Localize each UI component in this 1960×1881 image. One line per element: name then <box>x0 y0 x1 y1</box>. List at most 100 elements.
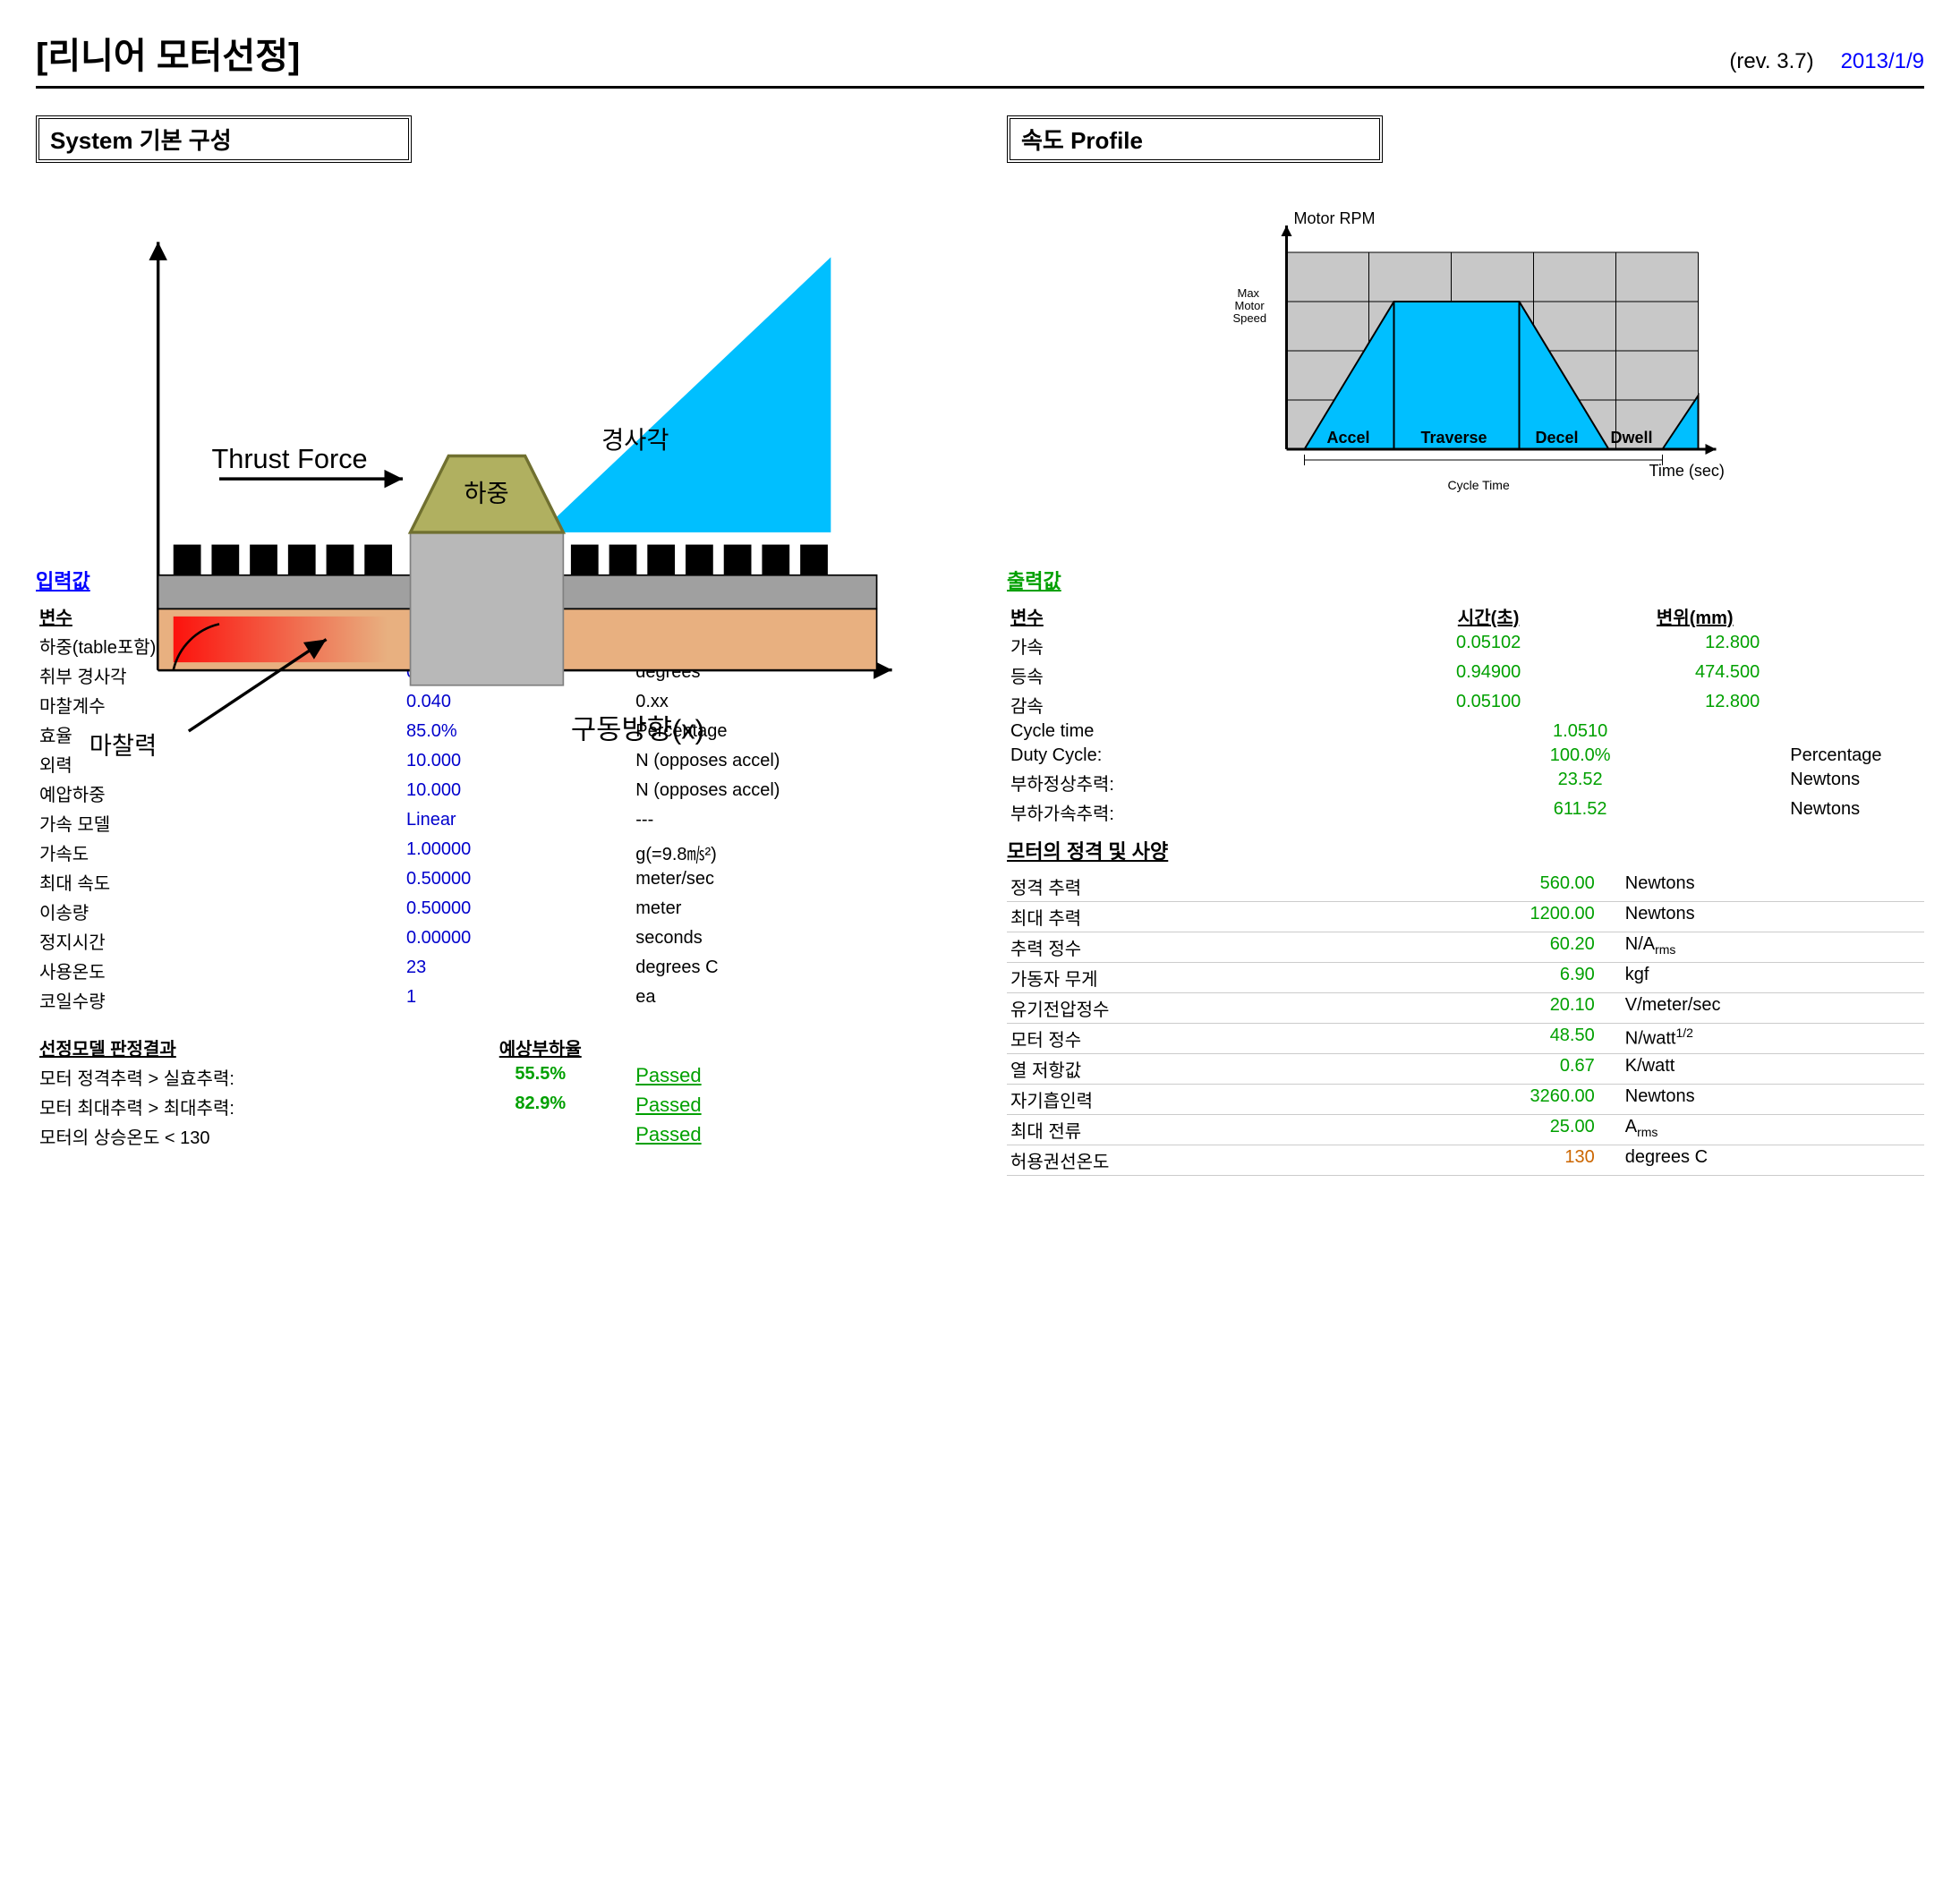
input-row: 최대 속도 0.50000 meter/sec <box>36 867 953 897</box>
judge-label: 모터의 상승온도 < 130 <box>36 1121 448 1151</box>
traverse-label: Traverse <box>1421 429 1487 447</box>
output-extra-row: 부하가속추력: 611.52 Newtons <box>1007 797 1924 827</box>
input-unit: meter <box>632 897 953 926</box>
spec-var: 모터 정수 <box>1007 1024 1393 1054</box>
output-disp: 474.500 <box>1603 660 1786 690</box>
spec-val: 0.67 <box>1393 1054 1622 1085</box>
output-disp: 12.800 <box>1603 631 1786 660</box>
judge-pct: 55.5% <box>448 1062 632 1092</box>
profile-section-title: 속도 Profile <box>1007 115 1383 163</box>
spec-var: 최대 추력 <box>1007 902 1393 932</box>
input-unit: --- <box>632 808 953 838</box>
output-var: 가속 <box>1007 631 1374 660</box>
spec-val: 60.20 <box>1393 932 1622 963</box>
judge-load-heading: 예상부하율 <box>448 1033 632 1062</box>
output-var: 감속 <box>1007 690 1374 719</box>
dwell-label: Dwell <box>1611 429 1653 447</box>
thrust-force-label: Thrust Force <box>211 443 367 474</box>
spec-var: 가동자 무게 <box>1007 963 1393 993</box>
spec-unit: kgf <box>1622 963 1924 993</box>
input-var: 가속도 <box>36 838 403 867</box>
revision-label: (rev. 3.7) <box>1729 49 1813 74</box>
spec-var: 정격 추력 <box>1007 872 1393 902</box>
output-extra-val: 611.52 <box>1374 797 1786 827</box>
header-meta: (rev. 3.7) 2013/1/9 <box>1729 49 1924 74</box>
spec-row: 최대 전류 25.00 Arms <box>1007 1115 1924 1145</box>
output-row: 감속 0.05100 12.800 <box>1007 690 1924 719</box>
spec-unit: Newtons <box>1622 872 1924 902</box>
judge-row: 모터의 상승온도 < 130 Passed <box>36 1121 953 1151</box>
output-extra-unit: Percentage <box>1786 744 1924 768</box>
output-heading: 출력값 <box>1007 566 1924 594</box>
output-time: 0.05102 <box>1374 631 1603 660</box>
rpm-label: Motor RPM <box>1294 209 1376 227</box>
input-unit: ea <box>632 985 953 1015</box>
input-var: 사용온도 <box>36 956 403 985</box>
input-row: 코일수량 1 ea <box>36 985 953 1015</box>
judge-row: 모터 최대추력 > 최대추력: 82.9% Passed <box>36 1092 953 1121</box>
time-axis-label: Time (sec) <box>1649 462 1725 480</box>
judge-result: Passed <box>632 1062 953 1092</box>
input-row: 정지시간 0.00000 seconds <box>36 926 953 956</box>
judge-result: Passed <box>632 1121 953 1151</box>
judge-result: Passed <box>632 1092 953 1121</box>
output-extra-var: 부하정상추력: <box>1007 768 1374 797</box>
decel-label: Decel <box>1536 429 1579 447</box>
spec-row: 정격 추력 560.00 Newtons <box>1007 872 1924 902</box>
spec-val: 1200.00 <box>1393 902 1622 932</box>
spec-unit: Newtons <box>1622 902 1924 932</box>
angle-label-svg: 경사각 <box>601 426 669 454</box>
system-section-title: System 기본 구성 <box>36 115 412 163</box>
spec-row: 자기흡인력 3260.00 Newtons <box>1007 1085 1924 1115</box>
output-disp: 12.800 <box>1603 690 1786 719</box>
output-extra-val: 1.0510 <box>1374 719 1786 744</box>
speed-profile-diagram: Motor RPM Max Motor Speed Accel Traverse… <box>1007 181 1924 539</box>
judge-pct <box>448 1121 632 1151</box>
spec-val: 48.50 <box>1393 1024 1622 1054</box>
right-column: 속도 Profile <box>1007 115 1924 1176</box>
output-extra-val: 23.52 <box>1374 768 1786 797</box>
input-row: 이송량 0.50000 meter <box>36 897 953 926</box>
output-col-time: 시간(초) <box>1374 601 1603 631</box>
spec-var: 추력 정수 <box>1007 932 1393 963</box>
spec-unit: N/watt1/2 <box>1622 1024 1924 1054</box>
left-column: System 기본 구성 <box>36 115 953 1176</box>
output-extra-var: Cycle time <box>1007 719 1374 744</box>
max-speed-label: Max Motor Speed <box>1233 286 1268 325</box>
spec-unit: Arms <box>1622 1115 1924 1145</box>
spec-heading: 모터의 정격 및 사양 <box>1007 836 1924 864</box>
judge-pct: 82.9% <box>448 1092 632 1121</box>
spec-var: 허용권선온도 <box>1007 1145 1393 1176</box>
system-diagram: Thrust Force 하중 경사각 마찰력 구동방향(x) <box>36 181 953 539</box>
spec-var: 열 저항값 <box>1007 1054 1393 1085</box>
input-var: 정지시간 <box>36 926 403 956</box>
input-unit: g(=9.8㎧²) <box>632 838 953 867</box>
spec-unit: N/Arms <box>1622 932 1924 963</box>
spec-unit: degrees C <box>1622 1145 1924 1176</box>
input-var: 가속 모델 <box>36 808 403 838</box>
spec-row: 유기전압정수 20.10 V/meter/sec <box>1007 993 1924 1024</box>
load-label-svg: 하중 <box>464 480 508 507</box>
input-val: 0.50000 <box>403 867 632 897</box>
spec-var: 자기흡인력 <box>1007 1085 1393 1115</box>
spec-row: 최대 추력 1200.00 Newtons <box>1007 902 1924 932</box>
output-extra-var: Duty Cycle: <box>1007 744 1374 768</box>
spec-val: 20.10 <box>1393 993 1622 1024</box>
spec-val: 25.00 <box>1393 1115 1622 1145</box>
spec-row: 추력 정수 60.20 N/Arms <box>1007 932 1924 963</box>
spec-var: 유기전압정수 <box>1007 993 1393 1024</box>
output-row: 가속 0.05102 12.800 <box>1007 631 1924 660</box>
input-unit: degrees C <box>632 956 953 985</box>
output-time: 0.05100 <box>1374 690 1603 719</box>
page-header: [리니어 모터선정] (rev. 3.7) 2013/1/9 <box>36 27 1924 89</box>
axis-label-svg: 구동방향(x) <box>571 714 704 745</box>
output-table: 변수 시간(초) 변위(mm) 가속 0.05102 12.800등속 0.94… <box>1007 601 1924 827</box>
output-var: 등속 <box>1007 660 1374 690</box>
judge-label: 모터 최대추력 > 최대추력: <box>36 1092 448 1121</box>
input-var: 코일수량 <box>36 985 403 1015</box>
output-extra-row: Duty Cycle: 100.0% Percentage <box>1007 744 1924 768</box>
spec-unit: V/meter/sec <box>1622 993 1924 1024</box>
input-val: Linear <box>403 808 632 838</box>
output-extra-row: 부하정상추력: 23.52 Newtons <box>1007 768 1924 797</box>
cycle-time-label: Cycle Time <box>1448 478 1510 492</box>
